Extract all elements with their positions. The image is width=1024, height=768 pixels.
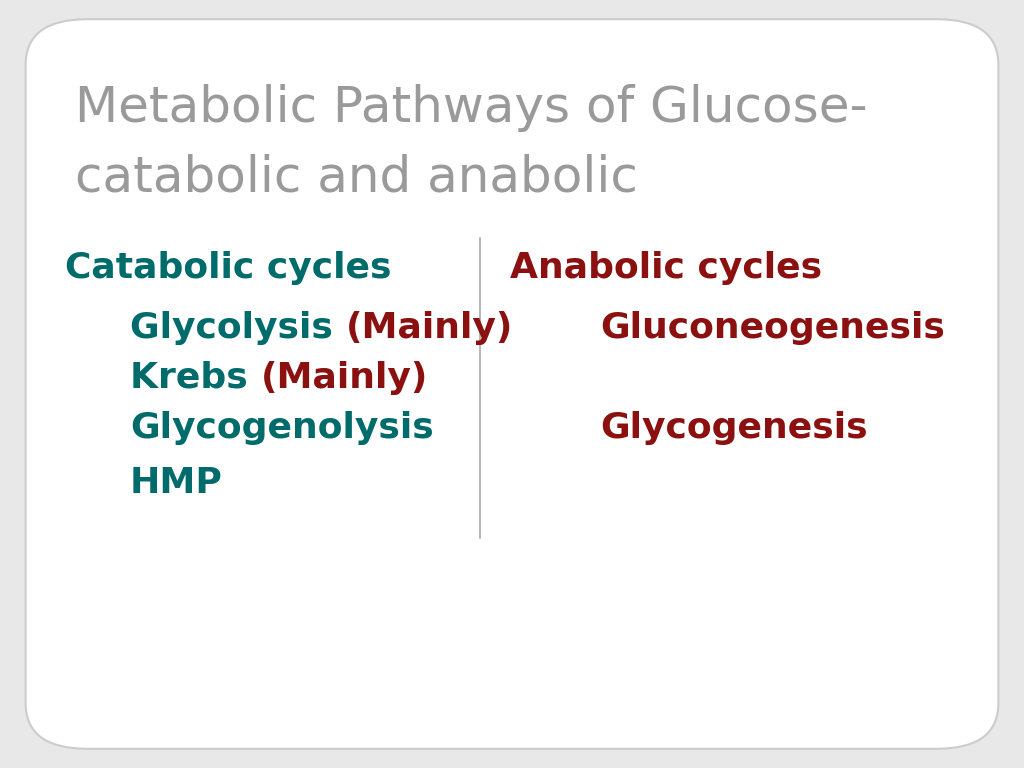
Text: Krebs: Krebs	[130, 361, 260, 395]
Text: Metabolic Pathways of Glucose-: Metabolic Pathways of Glucose-	[75, 84, 867, 132]
Text: (Mainly): (Mainly)	[345, 311, 513, 345]
Text: Glycogenesis: Glycogenesis	[600, 411, 867, 445]
Text: catabolic and anabolic: catabolic and anabolic	[75, 154, 638, 202]
Text: Glycogenolysis: Glycogenolysis	[130, 411, 434, 445]
Text: Catabolic cycles: Catabolic cycles	[65, 251, 391, 285]
Text: HMP: HMP	[130, 466, 223, 500]
Text: Gluconeogenesis: Gluconeogenesis	[600, 311, 945, 345]
Text: Glycolysis: Glycolysis	[130, 311, 345, 345]
Text: (Mainly): (Mainly)	[260, 361, 428, 395]
Text: Anabolic cycles: Anabolic cycles	[510, 251, 822, 285]
